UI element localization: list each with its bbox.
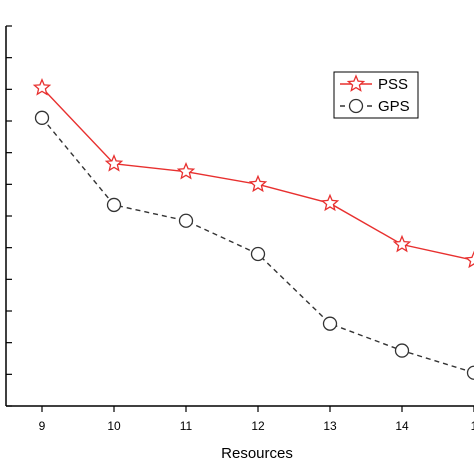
x-tick-label: 11 (180, 419, 193, 433)
data-point-pss (320, 193, 340, 212)
legend-box (333, 71, 419, 119)
data-point-gps (178, 213, 194, 228)
x-tick-label: 12 (251, 419, 265, 433)
x-axis-title: Resources (221, 445, 293, 462)
data-point-gps (322, 316, 338, 331)
data-point-pss (176, 161, 196, 180)
x-axis: 9 10 11 12 13 14 1 (39, 406, 474, 433)
series-pss (32, 78, 474, 269)
legend-marker-gps (348, 98, 364, 114)
series-gps (34, 110, 474, 380)
x-tick-label: 10 (107, 419, 121, 433)
x-tick-label: 13 (323, 419, 337, 433)
legend-label-gps: GPS (378, 98, 410, 115)
series-layer (32, 78, 474, 380)
x-tick-label: 9 (39, 419, 46, 433)
data-point-pss (392, 234, 412, 253)
data-point-gps (34, 110, 50, 125)
data-point-gps (394, 343, 410, 358)
data-point-gps (466, 365, 474, 380)
data-point-pss (32, 78, 52, 96)
legend: PSS GPS (333, 71, 419, 119)
legend-marker-pss (346, 74, 366, 92)
y-axis (6, 25, 12, 407)
legend-label-pss: PSS (378, 76, 408, 93)
x-tick-label: 1 (471, 419, 474, 433)
data-point-pss (248, 174, 268, 193)
data-point-pss (464, 250, 474, 269)
data-point-pss (104, 154, 124, 172)
x-tick-label: 14 (395, 419, 409, 433)
data-point-gps (106, 197, 122, 213)
data-point-gps (250, 246, 266, 262)
